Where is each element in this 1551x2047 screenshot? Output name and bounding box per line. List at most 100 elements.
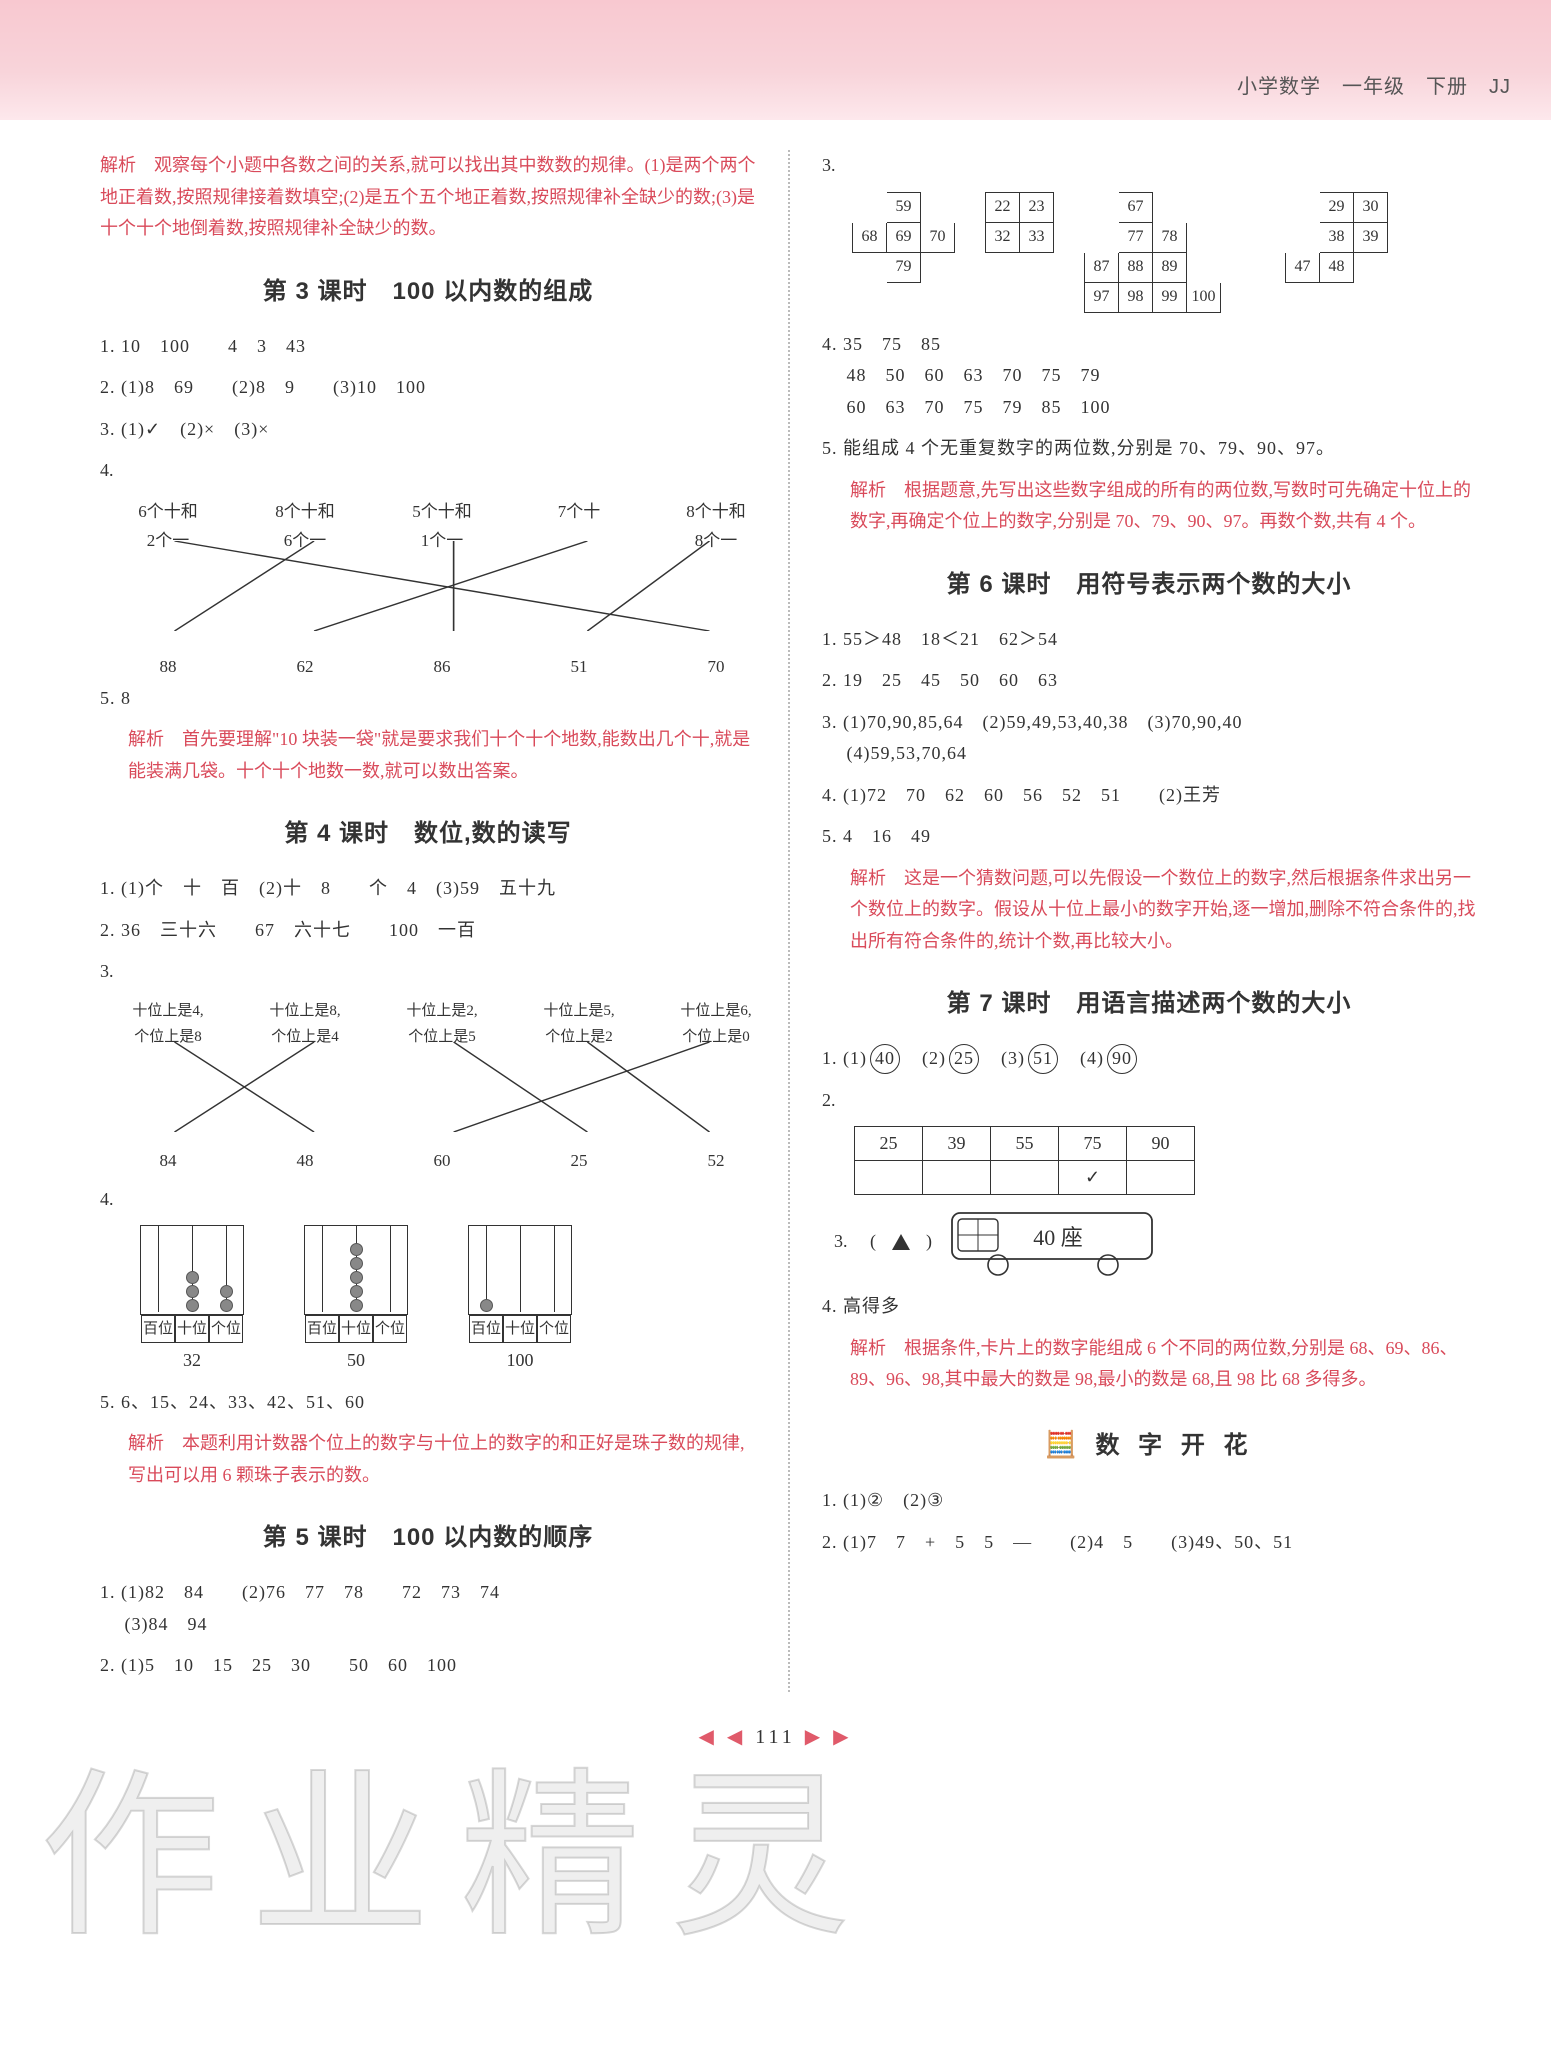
cross-bot-label: 25	[539, 1146, 619, 1176]
bead-icon	[220, 1299, 233, 1312]
l7-q2-label: 2.	[822, 1085, 1476, 1117]
cross-bot-label: 48	[265, 1146, 345, 1176]
abacus-label: 百位	[141, 1315, 175, 1343]
header-band: 小学数学 一年级 下册 JJ	[0, 0, 1551, 120]
grid-cell: 33	[1020, 222, 1054, 252]
bead-icon	[186, 1285, 199, 1298]
lesson7-title: 第 7 课时 用语言描述两个数的大小	[822, 983, 1476, 1025]
cross-bot-label: 70	[676, 652, 756, 682]
l7-q2-table: 2539557590✓	[854, 1126, 1195, 1195]
table-cell: 25	[855, 1127, 923, 1161]
l3-q4-label: 4.	[100, 455, 756, 487]
abacus: 百位十位个位100	[468, 1225, 572, 1377]
l6-q4: 4. (1)72 70 62 60 56 52 51 (2)王芳	[822, 780, 1476, 812]
l6-q5: 5. 4 16 49	[822, 821, 1476, 853]
l6-q2: 2. 19 25 45 50 60 63	[822, 665, 1476, 697]
bead-icon	[220, 1285, 233, 1298]
left-arrows-icon: ◀ ◀	[698, 1726, 746, 1748]
lesson4-title: 第 4 课时 数位,数的读写	[100, 813, 756, 855]
number-grid: 22233233	[985, 192, 1054, 253]
l4-q5-analysis: 解析 本题利用计数器个位上的数字与十位上的数字的和正好是珠子数的规律,写出可以用…	[100, 1428, 756, 1491]
l7-q3: 3. ( ) 40 座	[834, 1205, 1476, 1279]
cross-bot-label: 88	[128, 652, 208, 682]
grid-cell	[1187, 192, 1221, 222]
bead-icon	[350, 1243, 363, 1256]
cross-bot-label: 62	[265, 652, 345, 682]
l3-q5: 5. 8	[100, 683, 756, 715]
grid-cell	[1221, 192, 1255, 222]
abacus-label: 百位	[469, 1315, 503, 1343]
abacus: 百位十位个位32	[140, 1225, 244, 1377]
bus-seat-text: 40 座	[1033, 1225, 1083, 1250]
circled-number: 40	[870, 1044, 900, 1074]
grid-cell	[1187, 252, 1221, 282]
grid-cell: 70	[921, 222, 955, 252]
number-grid: 5968697079	[852, 192, 955, 283]
cross-lines-icon	[128, 1042, 756, 1132]
cross-bot-label: 60	[402, 1146, 482, 1176]
grid-cluster: 5968697079222332336777788788899798991002…	[852, 192, 1476, 313]
grid-cell: 39	[1354, 222, 1388, 252]
table-cell: 90	[1127, 1127, 1195, 1161]
grid-cell: 59	[887, 192, 921, 222]
cross-bot-label: 84	[128, 1146, 208, 1176]
l7-q4-analysis: 解析 根据条件,卡片上的数字能组成 6 个不同的两位数,分别是 68、69、86…	[822, 1333, 1476, 1396]
paren-close: )	[926, 1226, 932, 1258]
table-cell	[1127, 1161, 1195, 1195]
l4-q5: 5. 6、15、24、33、42、51、60	[100, 1387, 756, 1419]
l4-q3-label: 3.	[100, 956, 756, 988]
grid-cell	[1286, 192, 1320, 222]
grid-cell: 99	[1153, 282, 1187, 312]
abacus: 百位十位个位50	[304, 1225, 408, 1377]
page: 小学数学 一年级 下册 JJ 作业精灵 解析 观察每个小题中各数之间的关系,就可…	[0, 0, 1551, 2047]
l6-q5-analysis: 解析 这是一个猜数问题,可以先假设一个数位上的数字,然后根据条件求出另一个数位上…	[822, 863, 1476, 958]
grid-cell	[1221, 282, 1255, 312]
cross-bot-label: 51	[539, 652, 619, 682]
grid-cell: 78	[1153, 222, 1187, 252]
bead-icon	[186, 1299, 199, 1312]
grid-cell: 47	[1286, 252, 1320, 282]
lesson6-title: 第 6 课时 用符号表示两个数的大小	[822, 564, 1476, 606]
content: 解析 观察每个小题中各数之间的关系,就可以找出其中数数的规律。(1)是两个两个地…	[0, 120, 1551, 1692]
abacus-label: 十位	[175, 1315, 209, 1343]
l7-q4: 4. 高得多	[822, 1291, 1476, 1323]
r-q4: 4. 35 75 85 48 50 60 63 70 75 79 60 63 7…	[822, 329, 1476, 424]
grid-cell: 32	[986, 222, 1020, 252]
grid-cell	[1085, 222, 1119, 252]
triangle-icon	[892, 1234, 910, 1250]
grid-cell: 38	[1320, 222, 1354, 252]
r-q5-analysis: 解析 根据题意,先写出这些数字组成的所有的两位数,写数时可先确定十位上的数字,再…	[822, 475, 1476, 538]
l3-q4-diagram: 6个十和 2个一8个十和 6个一5个十和 1个一7个十8个十和 8个一 8862…	[128, 497, 756, 677]
abacus-label: 十位	[503, 1315, 537, 1343]
l5-q1: 1. (1)82 84 (2)76 77 78 72 73 74 (3)84 9…	[100, 1577, 756, 1640]
flower-q1: 1. (1)② (2)③	[822, 1485, 1476, 1517]
grid-cell: 88	[1119, 252, 1153, 282]
flower-icon: 🧮	[1044, 1429, 1082, 1459]
grid-cell	[1153, 192, 1187, 222]
l4-q4-label: 4.	[100, 1184, 756, 1216]
l4-q3-diagram: 十位上是4, 个位上是8十位上是8, 个位上是4十位上是2, 个位上是5十位上是…	[128, 998, 756, 1178]
table-cell: 75	[1059, 1127, 1127, 1161]
bead-icon	[186, 1271, 199, 1284]
grid-cell: 29	[1320, 192, 1354, 222]
abacus-number: 100	[507, 1345, 534, 1377]
l6-q3: 3. (1)70,90,85,64 (2)59,49,53,40,38 (3)7…	[822, 707, 1476, 770]
abacus-label: 百位	[305, 1315, 339, 1343]
grid-cell	[1221, 252, 1255, 282]
header-grade: 小学数学 一年级 下册 JJ	[1237, 70, 1511, 105]
right-column: 3. 5968697079222332336777788788899798991…	[788, 150, 1476, 1692]
number-grid: 293038394748	[1285, 192, 1388, 283]
bead-icon	[350, 1285, 363, 1298]
grid-cell: 100	[1187, 282, 1221, 312]
grid-cell: 67	[1119, 192, 1153, 222]
abacus-label: 个位	[373, 1315, 407, 1343]
table-cell: 39	[923, 1127, 991, 1161]
grid-cell: 23	[1020, 192, 1054, 222]
l6-q1: 1. 55＞48 18＜21 62＞54	[822, 624, 1476, 656]
grid-cell	[921, 252, 955, 282]
table-cell	[991, 1161, 1059, 1195]
lesson5-title: 第 5 课时 100 以内数的顺序	[100, 1517, 756, 1559]
grid-cell	[1187, 222, 1221, 252]
page-footer: ◀ ◀ 111 ▶ ▶	[0, 1720, 1551, 1755]
grid-cell: 22	[986, 192, 1020, 222]
